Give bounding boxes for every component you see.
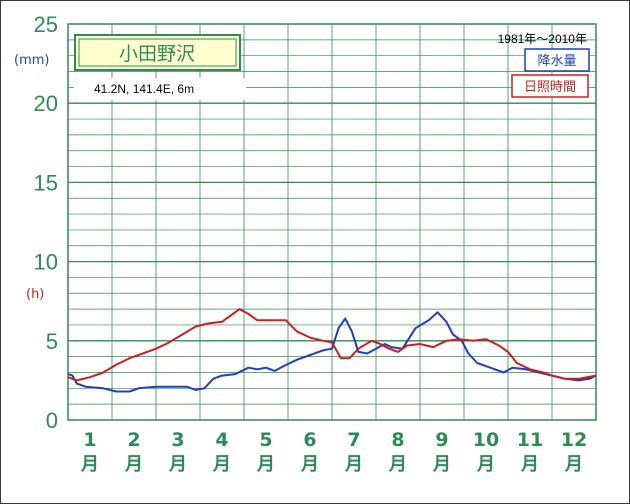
x-tick-suffix: 月 [520,454,539,475]
grid [67,23,597,421]
sunshine-line [67,308,597,382]
x-tick-label: 6 [303,429,316,451]
x-tick-label: 9 [435,429,448,451]
x-tick-suffix: 月 [476,454,495,475]
location-bg [74,78,246,100]
x-tick-label: 3 [171,429,184,451]
legend-precip-label: 降水量 [537,54,576,69]
y-tick-label: 5 [46,329,58,354]
x-tick-label: 5 [259,429,272,451]
x-tick-suffix: 月 [256,454,275,475]
x-tick-suffix: 月 [168,454,187,475]
x-tick-labels: 1 月 2 月 3 月 4 月 5 月 6 月 7 月 8 月 9 月 10 月 11 月 12 月 [80,429,587,475]
x-tick-suffix: 月 [564,454,583,475]
x-tick-label: 8 [391,429,404,451]
x-tick-label: 10 [473,429,499,451]
x-tick-label: 7 [347,429,360,451]
y-tick-label: 25 [34,12,58,37]
sunshine-unit-label: (h) [26,287,44,302]
precip-unit-label: (mm) [14,53,49,68]
x-tick-suffix: 月 [432,454,451,475]
period-label: 1981年～2010年 [498,32,587,46]
location-label: 41.2N, 141.4E, 6m [94,82,194,96]
x-tick-label: 2 [127,429,140,451]
series-lines [67,308,597,393]
x-tick-suffix: 月 [80,454,99,475]
y-tick-label: 20 [34,91,58,116]
y-tick-label: 10 [34,250,58,275]
station-box-inner [78,38,237,67]
y-tick-label: 15 [34,170,58,195]
x-tick-suffix: 月 [124,454,143,475]
x-tick-suffix: 月 [212,454,231,475]
legend-sunshine-label: 日照時間 [524,80,576,95]
station-box [74,34,241,71]
x-tick-label: 1 [83,429,96,451]
y-tick-labels: 0 5 10 15 20 25 [34,12,58,433]
precipitation-line [67,311,597,393]
legend-sunshine-box [511,74,589,98]
x-tick-label: 12 [561,429,587,451]
y-tick-label: 0 [46,408,58,433]
x-tick-suffix: 月 [388,454,407,475]
x-tick-label: 4 [215,429,228,451]
legend-precip-box [524,48,590,72]
x-tick-suffix: 月 [300,454,319,475]
x-tick-label: 11 [517,429,543,451]
x-tick-suffix: 月 [344,454,363,475]
station-name: 小田野沢 [119,43,195,65]
